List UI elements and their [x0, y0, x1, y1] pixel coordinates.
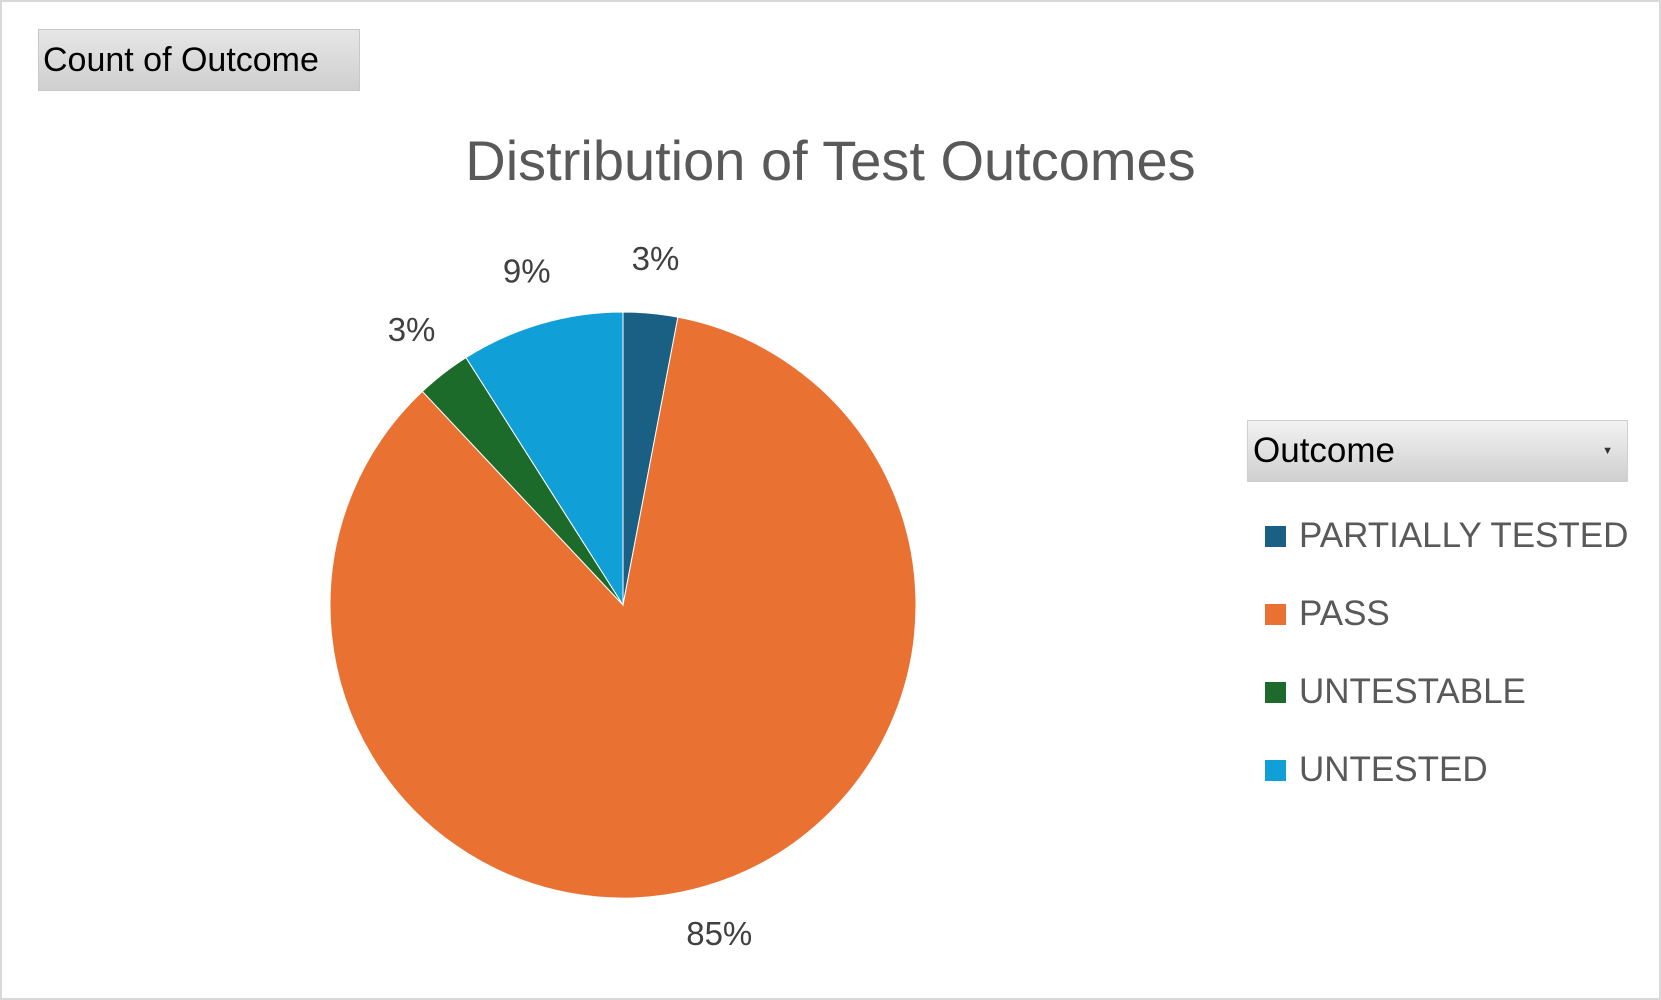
dropdown-arrow-icon[interactable]: ▼ — [1602, 445, 1613, 457]
value-field-label: Count of Outcome — [43, 40, 319, 79]
legend-item[interactable]: UNTESTABLE — [1265, 653, 1628, 731]
legend-item[interactable]: PASS — [1265, 575, 1628, 653]
legend-label: UNTESTED — [1299, 750, 1488, 789]
data-label-untestable: 3% — [388, 311, 436, 348]
data-label-pass: 85% — [686, 915, 752, 952]
legend: PARTIALLY TESTED PASS UNTESTABLE UNTESTED — [1265, 497, 1628, 809]
legend-field-label: Outcome — [1253, 431, 1395, 470]
data-label-partially-tested: 3% — [632, 240, 680, 277]
legend-swatch — [1265, 759, 1286, 781]
pie-slice-pass[interactable] — [329, 316, 917, 899]
legend-swatch — [1265, 603, 1286, 625]
legend-swatch — [1265, 681, 1286, 703]
legend-swatch — [1265, 525, 1286, 547]
data-label-untested: 9% — [503, 252, 551, 289]
legend-label: PARTIALLY TESTED — [1299, 516, 1629, 555]
pie-slice-untested[interactable] — [465, 311, 624, 607]
legend-field-header[interactable]: Outcome ▼ — [1247, 420, 1628, 482]
legend-label: PASS — [1299, 594, 1390, 633]
legend-item[interactable]: UNTESTED — [1265, 731, 1628, 809]
value-field-button[interactable]: Count of Outcome — [38, 29, 360, 91]
legend-item[interactable]: PARTIALLY TESTED — [1265, 497, 1628, 575]
legend-label: UNTESTABLE — [1299, 672, 1526, 711]
